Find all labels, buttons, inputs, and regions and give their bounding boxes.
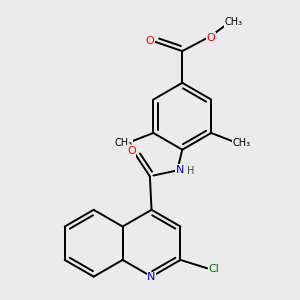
Text: H: H	[187, 166, 194, 176]
Text: O: O	[206, 32, 215, 43]
Text: CH₃: CH₃	[232, 138, 250, 148]
Text: CH₃: CH₃	[224, 17, 242, 28]
Text: O: O	[146, 36, 154, 46]
Text: O: O	[127, 146, 136, 156]
Text: N: N	[176, 164, 184, 175]
Text: N: N	[147, 272, 156, 282]
Text: Cl: Cl	[209, 264, 220, 274]
Text: CH₃: CH₃	[114, 138, 132, 148]
